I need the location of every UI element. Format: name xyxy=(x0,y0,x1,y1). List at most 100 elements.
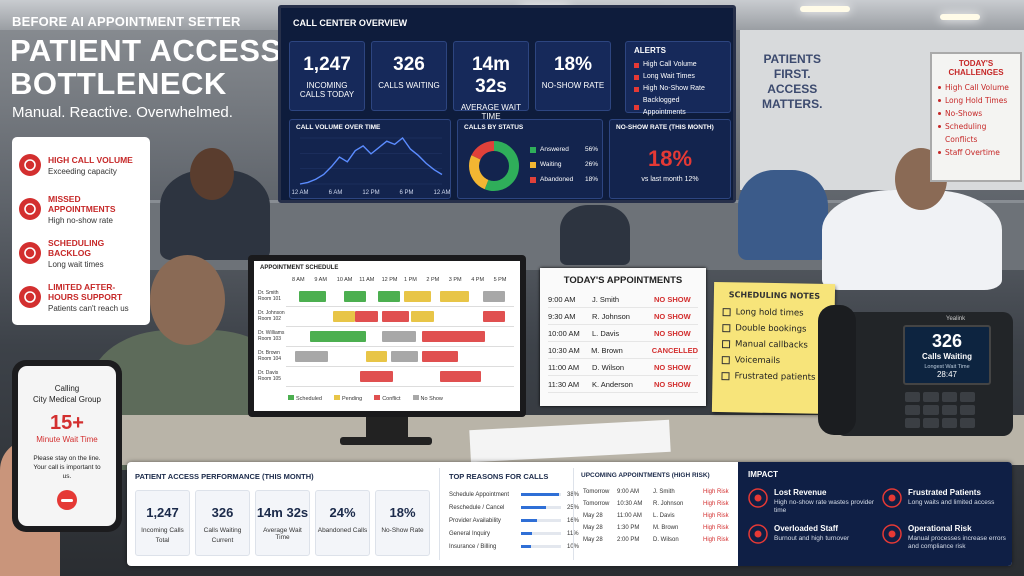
impact-text: Frustrated Patients Long waits and limite… xyxy=(908,488,994,508)
alert-text: Backlogged Appointments xyxy=(642,97,686,116)
status-panel: CALLS BY STATUS Answered 56% Waiting 26% Aba… xyxy=(457,119,603,199)
issue-detail: Exceeding capacity xyxy=(48,166,117,176)
kpi: 1,247 INCOMING CALLS TODAY xyxy=(289,41,365,111)
issue-text: MISSED APPOINTMENTS High no-show rate xyxy=(48,194,144,225)
time-label: 5 PM xyxy=(493,277,507,283)
phone-count-label: Calls Waiting xyxy=(922,352,972,361)
challenge-text: Scheduling Conflicts xyxy=(945,122,987,144)
status: NO SHOW xyxy=(654,379,691,389)
schedule-block xyxy=(299,291,327,302)
metric-value: 18% xyxy=(389,505,416,520)
time: 9:00 AM xyxy=(617,489,640,495)
metric-value: 326 xyxy=(211,505,234,520)
sign-line: FIRST. xyxy=(773,67,811,81)
icon-glyph xyxy=(24,203,36,215)
legend-label: No Show xyxy=(420,396,443,402)
note-item: Frustrated patients xyxy=(721,368,824,386)
appointment-row: 11:30 AM K. Anderson NO SHOW xyxy=(548,376,698,393)
title-line: BOTTLENECK xyxy=(10,66,227,101)
impact-title: Lost Revenue xyxy=(774,488,827,497)
reason-bar xyxy=(521,506,546,509)
risk: High Risk xyxy=(703,525,729,531)
monitor-stand xyxy=(366,417,408,439)
kpi-label: NO-SHOW RATE xyxy=(541,81,605,90)
legend-item: Pending xyxy=(334,395,362,402)
legend-swatch xyxy=(374,395,381,400)
reason: Insurance / Billing10% xyxy=(449,540,579,553)
end-call-button[interactable] xyxy=(56,489,78,511)
metric: 18% No-Show Rate xyxy=(375,490,430,556)
provider-name: Dr. Johnson xyxy=(258,310,285,316)
upcoming-row: May 28 11:00 AM L. Davis High Risk xyxy=(583,510,729,522)
note-text: Voicemails xyxy=(734,355,781,367)
legend-swatch xyxy=(412,395,419,400)
patient: L. Davis xyxy=(592,328,620,338)
no-show-panel: NO-SHOW RATE (THIS MONTH) 18% vs last mo… xyxy=(609,119,731,199)
schedule-screen: APPOINTMENT SCHEDULE 8 AM 9 AM 10 AM 11 AM 1… xyxy=(254,261,520,411)
metric: 1,247 Incoming Calls Total xyxy=(135,490,190,556)
time: 10:30 AM xyxy=(548,345,580,355)
legend-item: Scheduled xyxy=(288,395,322,402)
status-donut xyxy=(469,141,519,191)
note-text: Double bookings xyxy=(735,323,807,335)
status-value: 26% xyxy=(584,161,598,168)
challenge: Staff Overtime xyxy=(937,146,1015,159)
metric-sublabel: Total xyxy=(155,537,170,544)
status-swatch xyxy=(530,146,536,153)
row-line xyxy=(286,306,514,307)
metric: 326 Calls Waiting Current xyxy=(195,490,250,556)
note-item: Manual callbacks xyxy=(721,336,825,354)
status-label: Answered xyxy=(540,146,569,153)
icon-circle xyxy=(748,524,768,544)
impact-detail: Burnout and high turnover xyxy=(774,535,850,542)
x-tick-label: 12 AM xyxy=(291,190,308,196)
status-value: 18% xyxy=(584,176,598,183)
reason-label: Reschedule / Cancel xyxy=(449,504,505,511)
provider-room: Room 104 xyxy=(258,356,282,362)
reason: Schedule Appointment38% xyxy=(449,488,579,501)
status: NO SHOW xyxy=(654,311,691,321)
reason-track xyxy=(521,493,561,496)
whiteboard-title: TODAY'S CHALLENGES xyxy=(948,59,1004,77)
time-label: 3 PM xyxy=(448,277,462,283)
donut-segment xyxy=(469,141,519,191)
time-label: 8 AM xyxy=(292,277,305,283)
phone-brand: Yealink xyxy=(946,316,966,322)
alert-icon xyxy=(634,74,639,80)
phone-wait-value: 28:47 xyxy=(936,370,958,379)
icon-circle xyxy=(882,488,902,508)
note-text: Long hold times xyxy=(735,307,804,319)
upcoming-list: Tomorrow 9:00 AM J. Smith High Risk Tomorrow… xyxy=(583,486,729,546)
upcoming-row: Tomorrow 9:00 AM J. Smith High Risk xyxy=(583,486,729,498)
time-label: 2 PM xyxy=(426,277,440,283)
panel-title: NO-SHOW RATE (THIS MONTH) xyxy=(616,124,714,131)
impact-item: Operational Risk Manual processes increas… xyxy=(882,524,1010,551)
wall-sign: PATIENTS FIRST. ACCESS MATTERS. xyxy=(762,52,822,112)
alert: High Call Volume xyxy=(634,59,722,71)
provider-name: Dr. Brown xyxy=(258,350,280,356)
risk: High Risk xyxy=(703,513,729,519)
status-row: Answered 56% xyxy=(530,142,598,157)
schedule-block xyxy=(422,331,486,342)
patient: L. Davis xyxy=(653,513,675,519)
icon-dot xyxy=(888,530,896,538)
date: Tomorrow xyxy=(583,489,610,495)
kpi-value: 18% xyxy=(553,54,593,75)
sign-line: MATTERS. xyxy=(762,97,823,111)
call-volume-panel: CALL VOLUME OVER TIME 12 AM 6 AM 12 PM 6 PM… xyxy=(289,119,451,199)
alert-text: High Call Volume xyxy=(643,61,697,68)
metric-label: Incoming Calls xyxy=(141,527,184,534)
appointment-row: 9:00 AM J. Smith NO SHOW xyxy=(548,291,698,308)
time: 11:00 AM xyxy=(548,362,580,372)
appointment-row: 10:30 AM M. Brown CANCELLED xyxy=(548,342,698,359)
bullet xyxy=(938,99,941,102)
impact-panel: IMPACT Lost Revenue High no-show rate was… xyxy=(738,462,1012,566)
patient: R. Johnson xyxy=(653,501,684,507)
schedule-block xyxy=(332,311,356,322)
sticky-title: SCHEDULING NOTES xyxy=(728,290,821,301)
metric: 24% Abandoned Calls xyxy=(315,490,370,556)
time-label: 1 PM xyxy=(404,277,417,283)
issue-icon xyxy=(19,198,41,220)
metric-label: No-Show Rate xyxy=(381,527,424,534)
